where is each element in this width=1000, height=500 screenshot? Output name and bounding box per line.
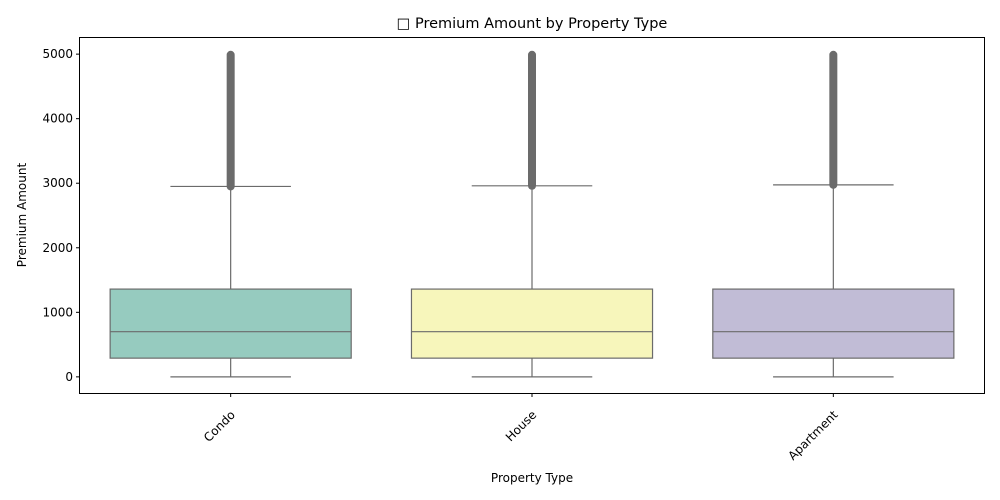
- box-house: [410, 50, 654, 378]
- y-axis: 0 1000 2000 3000 4000 5000: [42, 47, 80, 384]
- iqr-box: [410, 288, 654, 359]
- x-tick-label-condo: Condo: [201, 408, 238, 445]
- chart-title: □ Premium Amount by Property Type: [397, 16, 668, 32]
- y-tick-label: 3000: [42, 176, 73, 190]
- box-condo: [109, 50, 352, 378]
- iqr-box: [109, 288, 352, 359]
- x-tick-label-house: House: [503, 408, 539, 444]
- y-tick-label: 1000: [42, 305, 73, 319]
- iqr-box: [712, 288, 955, 359]
- y-tick-label: 4000: [42, 112, 73, 126]
- y-tick-label: 2000: [42, 241, 73, 255]
- x-tick-label-apartment: Apartment: [785, 407, 841, 463]
- y-tick-label: 5000: [42, 47, 73, 61]
- box-apartment: [712, 50, 955, 378]
- y-axis-label: Premium Amount: [15, 163, 29, 268]
- x-axis: Condo House Apartment: [201, 393, 841, 463]
- plot-area: [109, 50, 955, 378]
- x-axis-label: Property Type: [491, 471, 573, 485]
- y-tick-label: 0: [65, 370, 73, 384]
